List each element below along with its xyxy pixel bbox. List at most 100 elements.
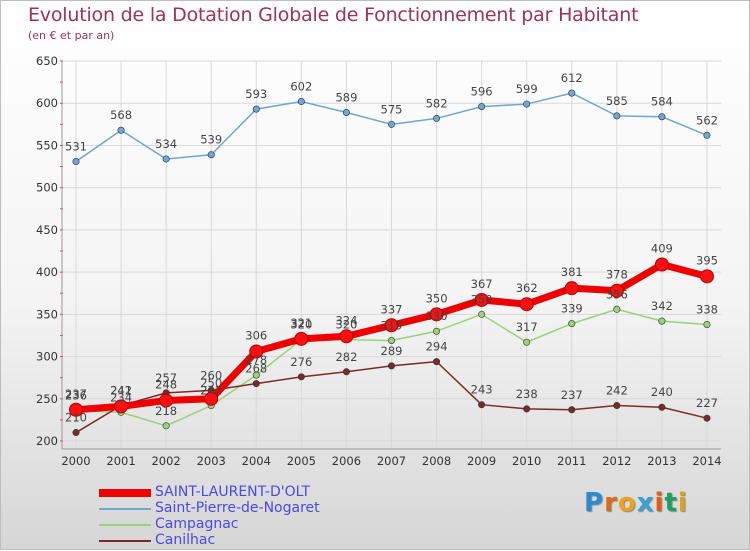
data-label: 531	[65, 139, 87, 153]
x-tick-label: 2012	[602, 454, 631, 468]
series-point	[523, 100, 531, 108]
data-label: 238	[516, 387, 538, 401]
y-tick-label: 550	[36, 138, 58, 152]
data-label: 585	[606, 94, 628, 108]
y-tick-label: 300	[36, 350, 58, 364]
data-label: 320	[335, 318, 357, 332]
x-tick-label: 2011	[557, 454, 586, 468]
data-label: 276	[290, 355, 312, 369]
x-tick-label: 2010	[512, 454, 541, 468]
data-label: 534	[155, 137, 177, 151]
data-label: 562	[696, 113, 718, 127]
data-label: 250	[200, 376, 222, 390]
series-point	[162, 155, 170, 163]
data-label: 381	[561, 265, 583, 279]
data-label: 367	[471, 277, 493, 291]
data-label: 234	[110, 390, 132, 404]
data-label: 324	[335, 313, 357, 327]
data-label: 289	[381, 344, 403, 358]
data-label: 210	[65, 411, 87, 425]
series-point	[252, 371, 260, 379]
data-label: 395	[696, 253, 718, 267]
series-point	[658, 113, 666, 121]
data-label: 612	[561, 71, 583, 85]
series-point	[474, 292, 489, 307]
data-label: 257	[155, 371, 177, 385]
series-point	[159, 393, 174, 408]
series-point	[699, 269, 714, 284]
series-point	[342, 368, 350, 376]
series	[69, 89, 714, 437]
series-point	[703, 320, 711, 328]
series-point	[249, 344, 264, 359]
x-tick-label: 2009	[467, 454, 496, 468]
data-label: 260	[200, 368, 222, 382]
series-point	[523, 338, 531, 346]
series-point	[72, 429, 80, 437]
series-point	[523, 405, 531, 413]
series-point	[297, 373, 305, 381]
series-point	[162, 422, 170, 430]
data-label: 589	[335, 91, 357, 105]
data-label: 339	[561, 302, 583, 316]
data-label: 319	[381, 319, 403, 333]
series-point	[433, 327, 441, 335]
data-label: 596	[471, 85, 493, 99]
data-label: 268	[245, 362, 267, 376]
y-tick-label: 250	[36, 392, 58, 406]
data-label: 278	[245, 353, 267, 367]
data-label: 338	[696, 302, 718, 316]
data-label: 236	[65, 389, 87, 403]
series-point	[613, 112, 621, 120]
series-point	[117, 126, 125, 134]
data-label: 362	[516, 281, 538, 295]
data-label: 409	[651, 242, 673, 256]
series-point	[342, 109, 350, 117]
series-point	[114, 399, 129, 414]
data-label: 575	[381, 102, 403, 116]
series-point	[658, 317, 666, 325]
series-point	[387, 120, 395, 128]
series-point	[433, 358, 441, 366]
series-point	[387, 337, 395, 345]
series-point	[568, 89, 576, 97]
series-point	[703, 414, 711, 422]
series-point	[568, 406, 576, 414]
data-label: 243	[471, 383, 493, 397]
y-tick-label: 500	[36, 181, 58, 195]
legend-swatch	[99, 489, 151, 497]
data-label: 237	[65, 387, 87, 401]
data-label: 602	[290, 80, 312, 94]
data-label: 321	[290, 316, 312, 330]
series-point	[609, 283, 624, 298]
data-label: 282	[335, 350, 357, 364]
data-label: 242	[110, 384, 132, 398]
x-tick-label: 2000	[61, 454, 90, 468]
x-tick-label: 2002	[151, 454, 180, 468]
x-tick-label: 2007	[377, 454, 406, 468]
series-point	[478, 401, 486, 409]
series-point	[613, 402, 621, 410]
x-tick-label: 2006	[332, 454, 361, 468]
data-label: 593	[245, 87, 267, 101]
series-point	[519, 297, 534, 312]
y-tick-label: 200	[36, 434, 58, 448]
series-point	[297, 98, 305, 106]
legend-label: Campagnac	[155, 516, 239, 532]
legend-label: SAINT-LAURENT-D'OLT	[155, 484, 311, 500]
series-point	[658, 403, 666, 411]
series-point	[568, 320, 576, 328]
series-point	[252, 380, 260, 388]
series-point	[204, 391, 219, 406]
data-label: 294	[426, 340, 448, 354]
y-tick-label: 400	[36, 265, 58, 279]
series-point	[207, 151, 215, 159]
data-label: 342	[651, 299, 673, 313]
series-point	[564, 281, 579, 296]
series-point	[703, 131, 711, 139]
series-point	[613, 305, 621, 313]
data-label: 227	[696, 396, 718, 410]
legend-label: Saint-Pierre-de-Nogaret	[155, 500, 320, 516]
y-tick-label: 600	[36, 96, 58, 110]
